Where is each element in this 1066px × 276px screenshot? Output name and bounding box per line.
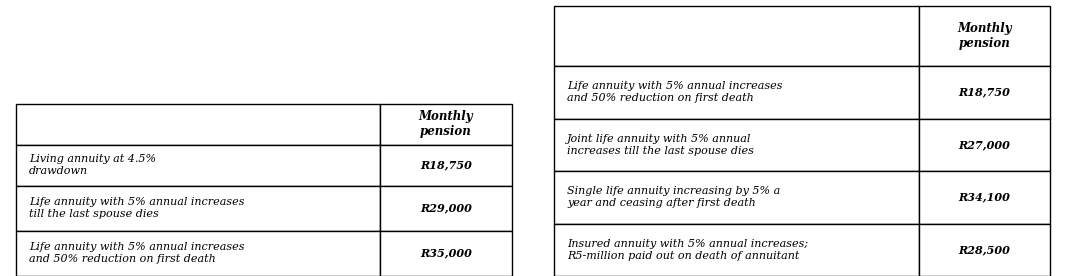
Text: R18,750: R18,750 [958, 87, 1011, 98]
Text: Living annuity at 4.5%
drawdown: Living annuity at 4.5% drawdown [29, 154, 156, 176]
Bar [554, 66, 919, 119]
Bar [554, 6, 919, 66]
Text: R34,100: R34,100 [958, 192, 1011, 203]
Bar [381, 231, 512, 276]
Bar [554, 119, 919, 171]
Text: Insured annuity with 5% annual increases;
R5-million paid out on death of annuit: Insured annuity with 5% annual increases… [567, 239, 808, 261]
Text: Life annuity with 5% annual increases
and 50% reduction on first death: Life annuity with 5% annual increases an… [29, 242, 244, 264]
Text: Life annuity with 5% annual increases
till the last spouse dies: Life annuity with 5% annual increases ti… [29, 197, 244, 219]
Bar [381, 145, 512, 185]
Bar [919, 224, 1050, 276]
Text: R28,500: R28,500 [958, 244, 1011, 255]
Text: Joint life annuity with 5% annual
increases till the last spouse dies: Joint life annuity with 5% annual increa… [567, 134, 754, 156]
Bar [381, 104, 512, 145]
Text: R29,000: R29,000 [420, 203, 472, 214]
Bar [554, 171, 919, 224]
Bar [554, 224, 919, 276]
Bar [919, 171, 1050, 224]
Bar [919, 6, 1050, 66]
Bar [919, 66, 1050, 119]
Text: Life annuity with 5% annual increases
and 50% reduction on first death: Life annuity with 5% annual increases an… [567, 81, 782, 103]
Bar [16, 145, 381, 185]
Text: Monthly
pension: Monthly pension [957, 22, 1012, 50]
Bar [16, 185, 381, 231]
Bar [919, 119, 1050, 171]
Text: Single life annuity increasing by 5% a
year and ceasing after first death: Single life annuity increasing by 5% a y… [567, 186, 780, 208]
Text: R18,750: R18,750 [420, 160, 472, 171]
Bar [381, 185, 512, 231]
Text: R35,000: R35,000 [420, 248, 472, 259]
Bar [16, 104, 381, 145]
Text: Monthly
pension: Monthly pension [419, 110, 473, 138]
Bar [16, 231, 381, 276]
Text: R27,000: R27,000 [958, 139, 1011, 150]
